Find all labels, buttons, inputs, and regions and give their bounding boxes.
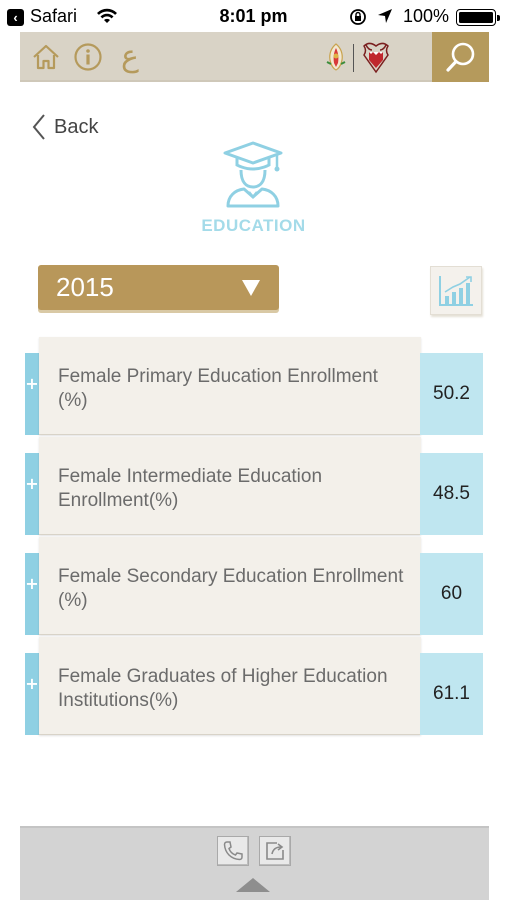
indicator-value: 50.2 (433, 383, 470, 404)
home-icon[interactable] (30, 41, 62, 73)
wifi-icon (97, 8, 117, 23)
indicator-value: 48.5 (433, 483, 470, 504)
indicator-label: Female Intermediate Education Enrollment… (58, 466, 323, 511)
expand-plus-icon[interactable]: + (25, 353, 39, 435)
share-button[interactable] (259, 836, 291, 866)
indicator-label: Female Graduates of Higher Education Ins… (58, 666, 388, 711)
year-value: 2015 (56, 272, 114, 302)
indicator-label-box: Female Intermediate Education Enrollment… (39, 437, 421, 535)
indicator-value: 60 (440, 583, 463, 604)
list-item[interactable]: + Female Intermediate Education Enrollme… (25, 437, 483, 537)
search-icon (445, 42, 474, 72)
indicator-value-box: 60 (420, 553, 483, 635)
bahrain-emblem-icon (363, 42, 389, 74)
back-button[interactable]: Back (32, 113, 98, 141)
list-item[interactable]: + Female Secondary Education Enrollment … (25, 537, 483, 637)
indicator-value-box: 61.1 (420, 653, 483, 735)
back-to-app-label[interactable]: Safari (30, 6, 78, 26)
expand-plus-icon[interactable]: + (25, 453, 39, 535)
indicator-label-box: Female Graduates of Higher Education Ins… (39, 637, 421, 735)
share-icon (266, 842, 284, 860)
battery-icon (456, 9, 500, 26)
year-dropdown[interactable]: 2015 (38, 265, 279, 310)
expand-up-icon[interactable] (236, 878, 270, 892)
chart-view-button[interactable] (430, 266, 482, 315)
indicator-list: + Female Primary Education Enrollment (%… (25, 337, 483, 737)
search-button[interactable] (432, 32, 489, 82)
list-item[interactable]: + Female Graduates of Higher Education I… (25, 637, 483, 737)
expand-plus-icon[interactable]: + (25, 653, 39, 735)
indicator-label-box: Female Secondary Education Enrollment (%… (39, 537, 421, 635)
graduate-icon (223, 141, 283, 208)
emblem-divider (353, 44, 354, 72)
category-title: EDUCATION (201, 216, 306, 235)
rotation-lock-icon (350, 9, 366, 25)
location-icon (378, 9, 392, 23)
phone-icon (223, 841, 243, 861)
indicator-label: Female Secondary Education Enrollment (%… (58, 566, 404, 611)
top-nav-bar: ع (20, 32, 489, 82)
call-button[interactable] (217, 836, 249, 866)
back-to-app-icon[interactable]: ‹ (7, 9, 24, 26)
battery-percent: 100% (403, 6, 450, 26)
indicator-value-box: 50.2 (420, 353, 483, 435)
info-icon[interactable] (72, 41, 104, 73)
caret-down-icon (242, 280, 260, 296)
indicator-value-box: 48.5 (420, 453, 483, 535)
expand-plus-icon[interactable]: + (25, 553, 39, 635)
bar-chart-icon (439, 275, 473, 306)
back-label: Back (54, 115, 99, 138)
emblem-icon (326, 43, 346, 71)
list-item[interactable]: + Female Primary Education Enrollment (%… (25, 337, 483, 437)
chevron-left-icon (32, 114, 45, 140)
bottom-bar (20, 826, 489, 900)
indicator-label: Female Primary Education Enrollment (%) (58, 366, 378, 411)
clock: 8:01 pm (219, 6, 288, 26)
status-bar: ‹ Safari 8:01 pm 100% (0, 0, 507, 34)
arabic-language-icon[interactable]: ع (121, 39, 139, 74)
indicator-label-box: Female Primary Education Enrollment (%) (39, 337, 421, 435)
indicator-value: 61.1 (433, 683, 470, 704)
